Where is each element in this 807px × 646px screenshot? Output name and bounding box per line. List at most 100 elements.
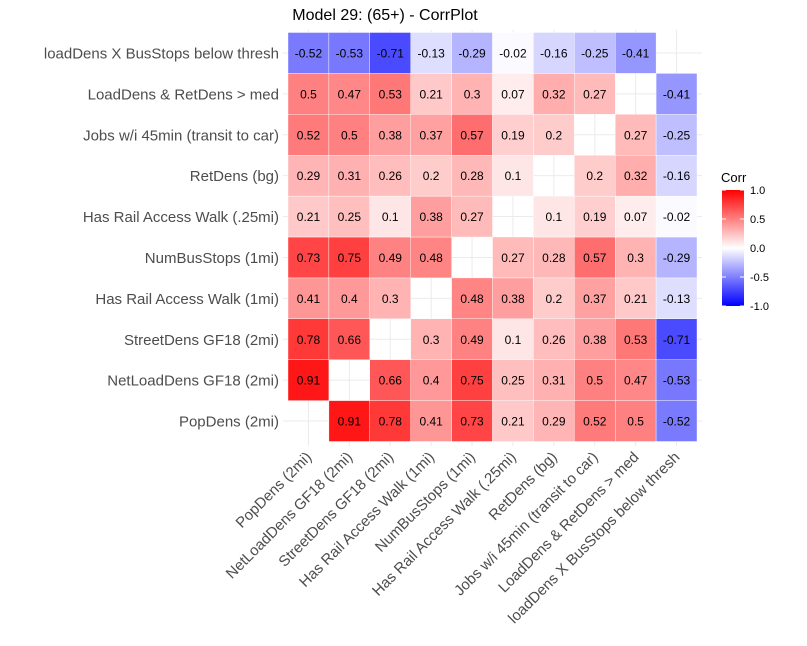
cell-value-label: 0.38 — [379, 128, 403, 142]
cell-value-label: 0.49 — [460, 333, 484, 347]
heatmap-cell — [492, 359, 534, 401]
heatmap-cells: 0.91 0.78 0.41 0.73 0.21 0.29 0.52 0.5 -0.52 0.91… — [287, 32, 698, 442]
legend-tick-label: 0.0 — [750, 243, 765, 255]
legend-title: Corr — [721, 170, 747, 185]
cell-value-label: 0.3 — [423, 333, 440, 347]
heatmap-cell — [328, 400, 370, 442]
cell-value-label: -0.29 — [663, 251, 691, 265]
cell-value-label: 0.2 — [546, 292, 563, 306]
legend-tick-label: -0.5 — [750, 272, 769, 284]
cell-value-label: -0.13 — [663, 292, 691, 306]
y-tick-label: Jobs w/i 45min (transit to car) — [83, 127, 279, 144]
cell-value-label: 0.3 — [627, 251, 644, 265]
cell-value-label: 0.26 — [542, 333, 566, 347]
heatmap-cell — [287, 154, 330, 197]
cell-value-label: 0.49 — [379, 251, 403, 265]
heatmap-cell — [328, 277, 370, 319]
cell-value-label: 0.66 — [379, 374, 403, 388]
cell-value-label: 0.57 — [583, 251, 607, 265]
cell-value-label: -0.25 — [581, 46, 609, 60]
heatmap-cell — [615, 114, 657, 156]
cell-value-label: -0.53 — [663, 374, 691, 388]
legend-colorbar — [722, 190, 744, 306]
heatmap-cell — [451, 400, 493, 442]
heatmap-cell — [655, 154, 698, 197]
heatmap-cell — [369, 32, 411, 74]
heatmap-cell — [410, 114, 452, 156]
cell-value-label: 0.48 — [419, 251, 443, 265]
y-tick-label: StreetDens GF18 (2mi) — [124, 332, 279, 349]
cell-value-label: 0.57 — [460, 128, 484, 142]
cell-value-label: 0.38 — [419, 210, 443, 224]
heatmap-cell — [655, 114, 698, 156]
cell-value-label: 0.52 — [583, 415, 607, 429]
cell-value-label: 0.28 — [542, 251, 566, 265]
cell-value-label: 0.07 — [501, 87, 525, 101]
heatmap-cell — [492, 236, 534, 279]
cell-value-label: 0.1 — [546, 210, 563, 224]
cell-value-label: 0.32 — [624, 169, 648, 183]
heatmap-cell — [492, 277, 534, 319]
heatmap-cell — [615, 277, 657, 319]
cell-value-label: 0.38 — [583, 333, 607, 347]
heatmap-cell — [369, 277, 411, 319]
y-tick-label: loadDens X BusStops below thresh — [44, 45, 279, 62]
heatmap-cell — [369, 195, 411, 238]
cell-value-label: 0.27 — [583, 87, 607, 101]
cell-value-label: 0.31 — [338, 169, 362, 183]
heatmap-cell — [369, 400, 411, 442]
cell-value-label: 0.32 — [542, 87, 566, 101]
heatmap-cell — [655, 400, 698, 442]
heatmap-cell — [328, 114, 370, 156]
heatmap-cell — [492, 318, 534, 360]
cell-value-label: 0.78 — [297, 333, 321, 347]
cell-value-label: 0.28 — [460, 169, 484, 183]
y-tick-label: RetDens (bg) — [190, 168, 279, 185]
heatmap-cell — [533, 195, 575, 238]
heatmap-cell — [451, 318, 493, 360]
cell-value-label: -0.02 — [663, 210, 691, 224]
cell-value-label: 0.91 — [338, 415, 362, 429]
cell-value-label: -0.52 — [663, 415, 691, 429]
cell-value-label: -0.13 — [417, 46, 445, 60]
heatmap-cell — [451, 73, 493, 115]
heatmap-cell — [655, 277, 698, 319]
heatmap-cell — [533, 114, 575, 156]
cell-value-label: 0.1 — [505, 333, 522, 347]
cell-value-label: 0.19 — [501, 128, 525, 142]
legend-tick-label: 0.5 — [750, 214, 765, 226]
cell-value-label: 0.3 — [464, 87, 481, 101]
cell-value-label: 0.21 — [501, 415, 525, 429]
cell-value-label: 0.78 — [379, 415, 403, 429]
y-tick-label: PopDens (2mi) — [179, 414, 279, 431]
chart-title: Model 29: (65+) - CorrPlot — [292, 7, 478, 24]
cell-value-label: 0.3 — [382, 292, 399, 306]
heatmap-cell — [410, 32, 452, 74]
y-tick-label: Has Rail Access Walk (1mi) — [95, 291, 279, 308]
cell-value-label: -0.53 — [336, 46, 364, 60]
heatmap-cell — [451, 195, 493, 238]
cell-value-label: 0.4 — [341, 292, 358, 306]
heatmap-cell — [655, 318, 698, 360]
heatmap-cell — [410, 400, 452, 442]
cell-value-label: -0.25 — [663, 128, 691, 142]
cell-value-label: 0.4 — [423, 374, 440, 388]
heatmap-cell — [615, 318, 657, 360]
cell-value-label: 0.25 — [338, 210, 362, 224]
cell-value-label: -0.71 — [663, 333, 691, 347]
cell-value-label: -0.71 — [377, 46, 405, 60]
heatmap-cell — [451, 114, 493, 156]
heatmap-cell — [615, 32, 657, 74]
heatmap-cell — [655, 236, 698, 279]
cell-value-label: 0.19 — [583, 210, 607, 224]
cell-value-label: 0.73 — [460, 415, 484, 429]
cell-value-label: 0.2 — [423, 169, 440, 183]
heatmap-cell — [533, 359, 575, 401]
cell-value-label: 0.5 — [341, 128, 358, 142]
cell-value-label: -0.16 — [540, 46, 568, 60]
heatmap-cell — [574, 359, 616, 401]
cell-value-label: 0.37 — [419, 128, 443, 142]
cell-value-label: 0.91 — [297, 374, 321, 388]
heatmap-cell — [492, 154, 534, 197]
